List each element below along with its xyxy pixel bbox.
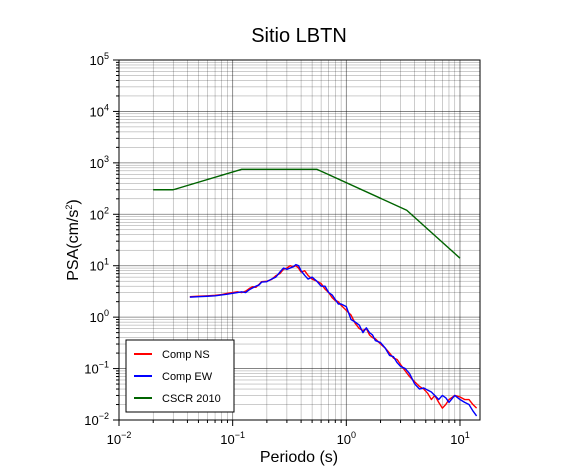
ticks-layer [113, 59, 461, 426]
y-tick-label: 104 [90, 102, 109, 119]
plot-frame [118, 59, 481, 421]
grid-minor [119, 60, 480, 420]
x-axis-label: Periodo (s) [260, 449, 338, 466]
chart-title: Sitio LBTN [251, 25, 347, 47]
y-axis-label-sup: 2 [64, 205, 74, 210]
y-tick-label: 103 [90, 154, 109, 171]
y-axis-label-base: PSA(cm/s [65, 210, 82, 281]
x-tick-label: 10−1 [220, 430, 245, 447]
legend-label-comp-ns: Comp NS [162, 349, 210, 361]
legend: Comp NS Comp EW CSCR 2010 [125, 339, 235, 413]
x-tick-labels: 10−2 10−1 100 101 [107, 430, 470, 447]
y-axis-label: PSA(cm/s2) [64, 199, 82, 280]
legend-label-comp-ew: Comp EW [162, 371, 213, 383]
x-tick-label: 101 [450, 430, 469, 447]
y-tick-label: 100 [90, 308, 109, 325]
y-axis-label-close: ) [65, 199, 82, 204]
y-tick-label: 10−1 [84, 360, 109, 377]
y-tick-label: 10−2 [84, 411, 109, 428]
x-tick-label: 100 [337, 430, 356, 447]
y-tick-label: 102 [90, 205, 109, 222]
y-tick-label: 105 [90, 51, 109, 68]
legend-label-cscr-2010: CSCR 2010 [162, 393, 221, 405]
x-tick-label: 10−2 [107, 430, 132, 447]
series-line-comp-ew [189, 263, 478, 417]
y-tick-label: 101 [90, 257, 109, 274]
series-line-cscr-2010 [153, 168, 461, 259]
series-layer [153, 168, 478, 417]
y-tick-labels: 10−2 10−1 100 101 102 103 104 105 [84, 51, 109, 428]
